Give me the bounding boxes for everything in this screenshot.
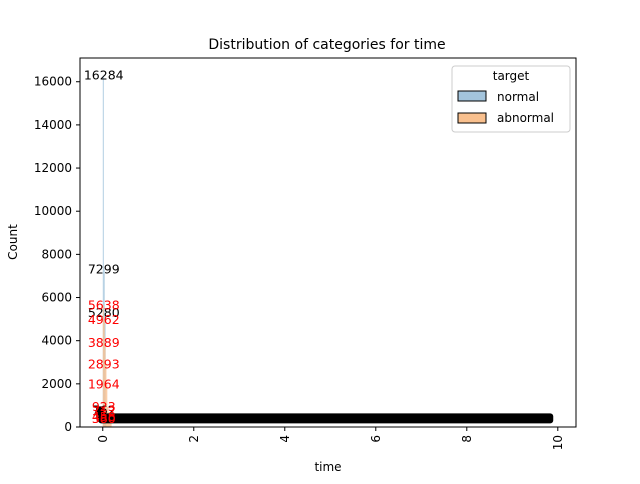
legend: target normal abnormal [451, 65, 571, 133]
y-tick-label: 14000 [34, 118, 72, 132]
data-label-abnormal-3: 2893 [88, 357, 120, 372]
legend-swatch-abnormal [457, 112, 487, 124]
y-tick-label: 16000 [34, 75, 72, 89]
data-label-abnormal-7: 458 [92, 409, 116, 424]
bar-normal-0 [102, 75, 104, 427]
y-axis-label: Count [6, 224, 20, 260]
data-label-normal-1: 7299 [88, 261, 120, 276]
dense-bar-band [98, 413, 554, 424]
legend-label-abnormal: abnormal [497, 111, 554, 125]
y-tick-label: 4000 [41, 334, 72, 348]
data-label-normal-0: 16284 [84, 68, 124, 83]
x-tick-label: 6 [369, 435, 383, 443]
data-label-abnormal-9: 360 [92, 411, 116, 426]
bar-abnormal-2 [104, 343, 106, 427]
bar-abnormal-1 [103, 319, 105, 427]
axes: 0 2000 4000 6000 8000 10000 12000 14000 16000 0 2 4… [34, 57, 577, 450]
y-tick-label: 12000 [34, 161, 72, 175]
x-tick-label: 0 [96, 435, 110, 443]
y-tick-label: 0 [64, 420, 72, 434]
legend-label-normal: normal [497, 90, 539, 104]
data-label-normal-2: 5280 [88, 305, 120, 320]
y-tick-label: 6000 [41, 291, 72, 305]
y-tick-label: 8000 [41, 247, 72, 261]
y-tick-label: 2000 [41, 377, 72, 391]
dense-bar-stub [96, 406, 105, 421]
chart-title: Distribution of categories for time [208, 37, 445, 53]
axes-frame [79, 57, 577, 428]
bar-abnormal-3 [105, 364, 107, 427]
bar-abnormal-0 [102, 305, 104, 427]
x-tick-label: 10 [551, 435, 565, 450]
legend-swatch-normal [457, 90, 487, 102]
legend-title: target [493, 69, 530, 83]
data-label-abnormal-1: 4962 [88, 312, 120, 327]
x-tick-label: 2 [187, 435, 201, 443]
bar-abnormal-4 [106, 384, 108, 427]
x-tick-label: 4 [278, 435, 292, 443]
data-label-abnormal-2: 3889 [88, 335, 120, 350]
data-label-abnormal-6: 712 [92, 404, 116, 419]
data-label-abnormal-8: 380 [92, 411, 116, 426]
data-label-normal-3: 762 [92, 403, 116, 418]
x-tick-label: 8 [460, 435, 474, 443]
data-label-abnormal-4: 1964 [88, 377, 120, 392]
y-tick-label: 10000 [34, 204, 72, 218]
data-label-abnormal-5: 923 [92, 399, 116, 414]
x-axis-label: time [314, 460, 341, 474]
data-label-abnormal-0: 5638 [88, 297, 120, 312]
